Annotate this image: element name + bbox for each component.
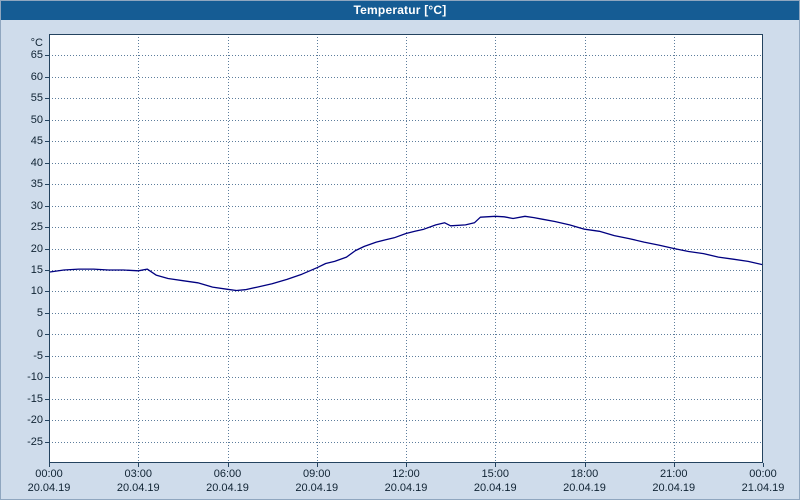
temperature-line [48,215,764,292]
window-title: Temperatur [°C] [353,3,447,17]
plot-border [49,34,763,463]
window-titlebar: Temperatur [°C] [1,1,799,20]
